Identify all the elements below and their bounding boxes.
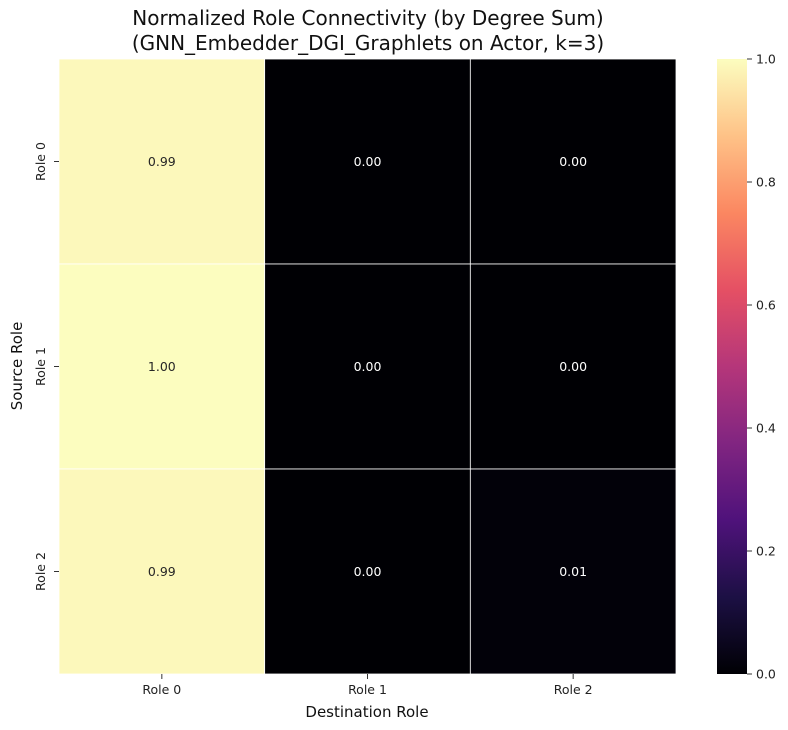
y-axis-ticks: Role 0 Role 1 Role 2: [33, 142, 59, 591]
heatmap-cells: 0.99 0.00 0.00 1.00 0.00 0.00 0.99 0.00 0.01: [58, 58, 677, 675]
colorbar-tick-label-1: 0.2: [756, 544, 776, 559]
x-tick-label-1: Role 1: [348, 682, 387, 697]
cell-value-label-r1-c2: 0.00: [559, 359, 587, 374]
heatmap-cell-r1-c1: [264, 263, 471, 470]
cell-value-label-r1-c1: 0.00: [354, 359, 382, 374]
colorbar-ticks: 0.0 0.2 0.4 0.6 0.8 1.0: [747, 52, 776, 682]
colorbar-tick-label-0: 0.0: [756, 667, 776, 682]
heatmap-cell-r2-c1: [264, 468, 471, 675]
heatmap-cell-r1-c2: [469, 263, 677, 470]
heatmap-cell-r0-c1: [264, 58, 471, 265]
x-axis-ticks: Role 0 Role 1 Role 2: [142, 674, 593, 697]
cell-value-label-r2-c2: 0.01: [559, 564, 587, 579]
chart-title-line-2: (GNN_Embedder_DGI_Graphlets on Actor, k=…: [132, 31, 604, 55]
y-tick-label-2: Role 2: [33, 552, 48, 591]
colorbar-tick-label-3: 0.6: [756, 298, 776, 313]
colorbar-tick-label-5: 1.0: [756, 52, 776, 67]
y-axis-label: Source Role: [8, 322, 26, 411]
cell-value-label-r0-c0: 0.99: [148, 154, 176, 169]
chart-title-line-1: Normalized Role Connectivity (by Degree …: [132, 6, 603, 30]
heatmap-cell-r2-c0: [58, 468, 266, 675]
y-tick-label-0: Role 0: [33, 142, 48, 181]
cell-value-label-r2-c0: 0.99: [148, 564, 176, 579]
colorbar-tick-label-2: 0.4: [756, 421, 776, 436]
colorbar-tick-label-4: 0.8: [756, 175, 776, 190]
colorbar: 0.0 0.2 0.4 0.6 0.8 1.0: [717, 52, 776, 682]
heatmap-cell-r0-c2: [469, 58, 677, 265]
cell-value-label-r2-c1: 0.00: [354, 564, 382, 579]
y-tick-label-1: Role 1: [33, 347, 48, 386]
cell-value-label-r1-c0: 1.00: [148, 359, 176, 374]
cell-value-label-r0-c1: 0.00: [354, 154, 382, 169]
x-tick-label-0: Role 0: [142, 682, 181, 697]
cell-value-label-r0-c2: 0.00: [559, 154, 587, 169]
x-axis-label: Destination Role: [305, 703, 428, 721]
colorbar-gradient: [717, 59, 747, 674]
x-tick-label-2: Role 2: [554, 682, 593, 697]
heatmap-cell-r1-c0: [58, 263, 266, 470]
heatmap-cell-r0-c0: [58, 58, 266, 265]
